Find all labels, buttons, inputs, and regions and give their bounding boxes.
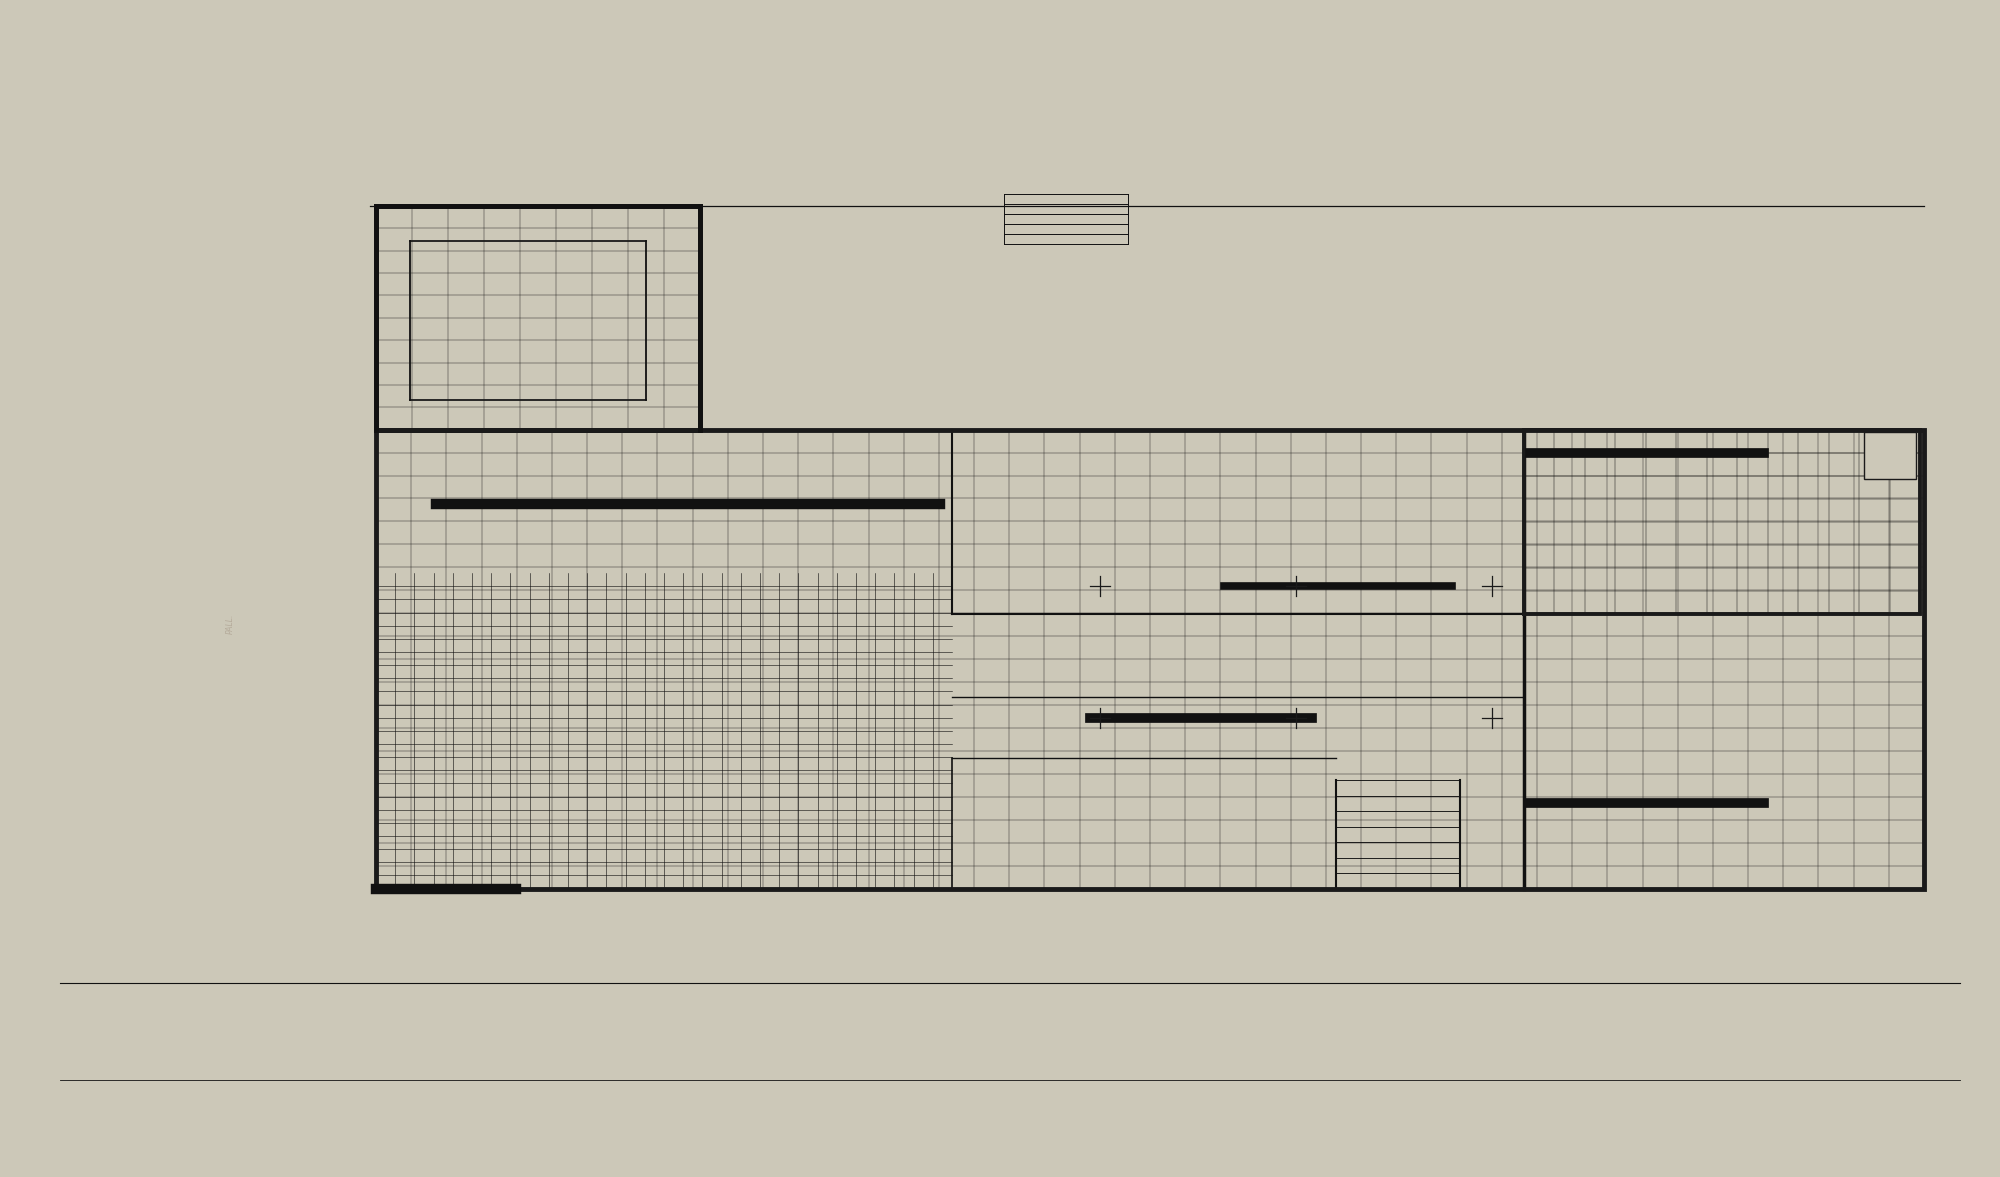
Bar	[1524, 430, 1920, 614]
Text: PALL.: PALL.	[226, 613, 234, 634]
Bar	[1864, 432, 1916, 479]
Bar	[376, 206, 700, 430]
Bar	[376, 430, 1924, 889]
